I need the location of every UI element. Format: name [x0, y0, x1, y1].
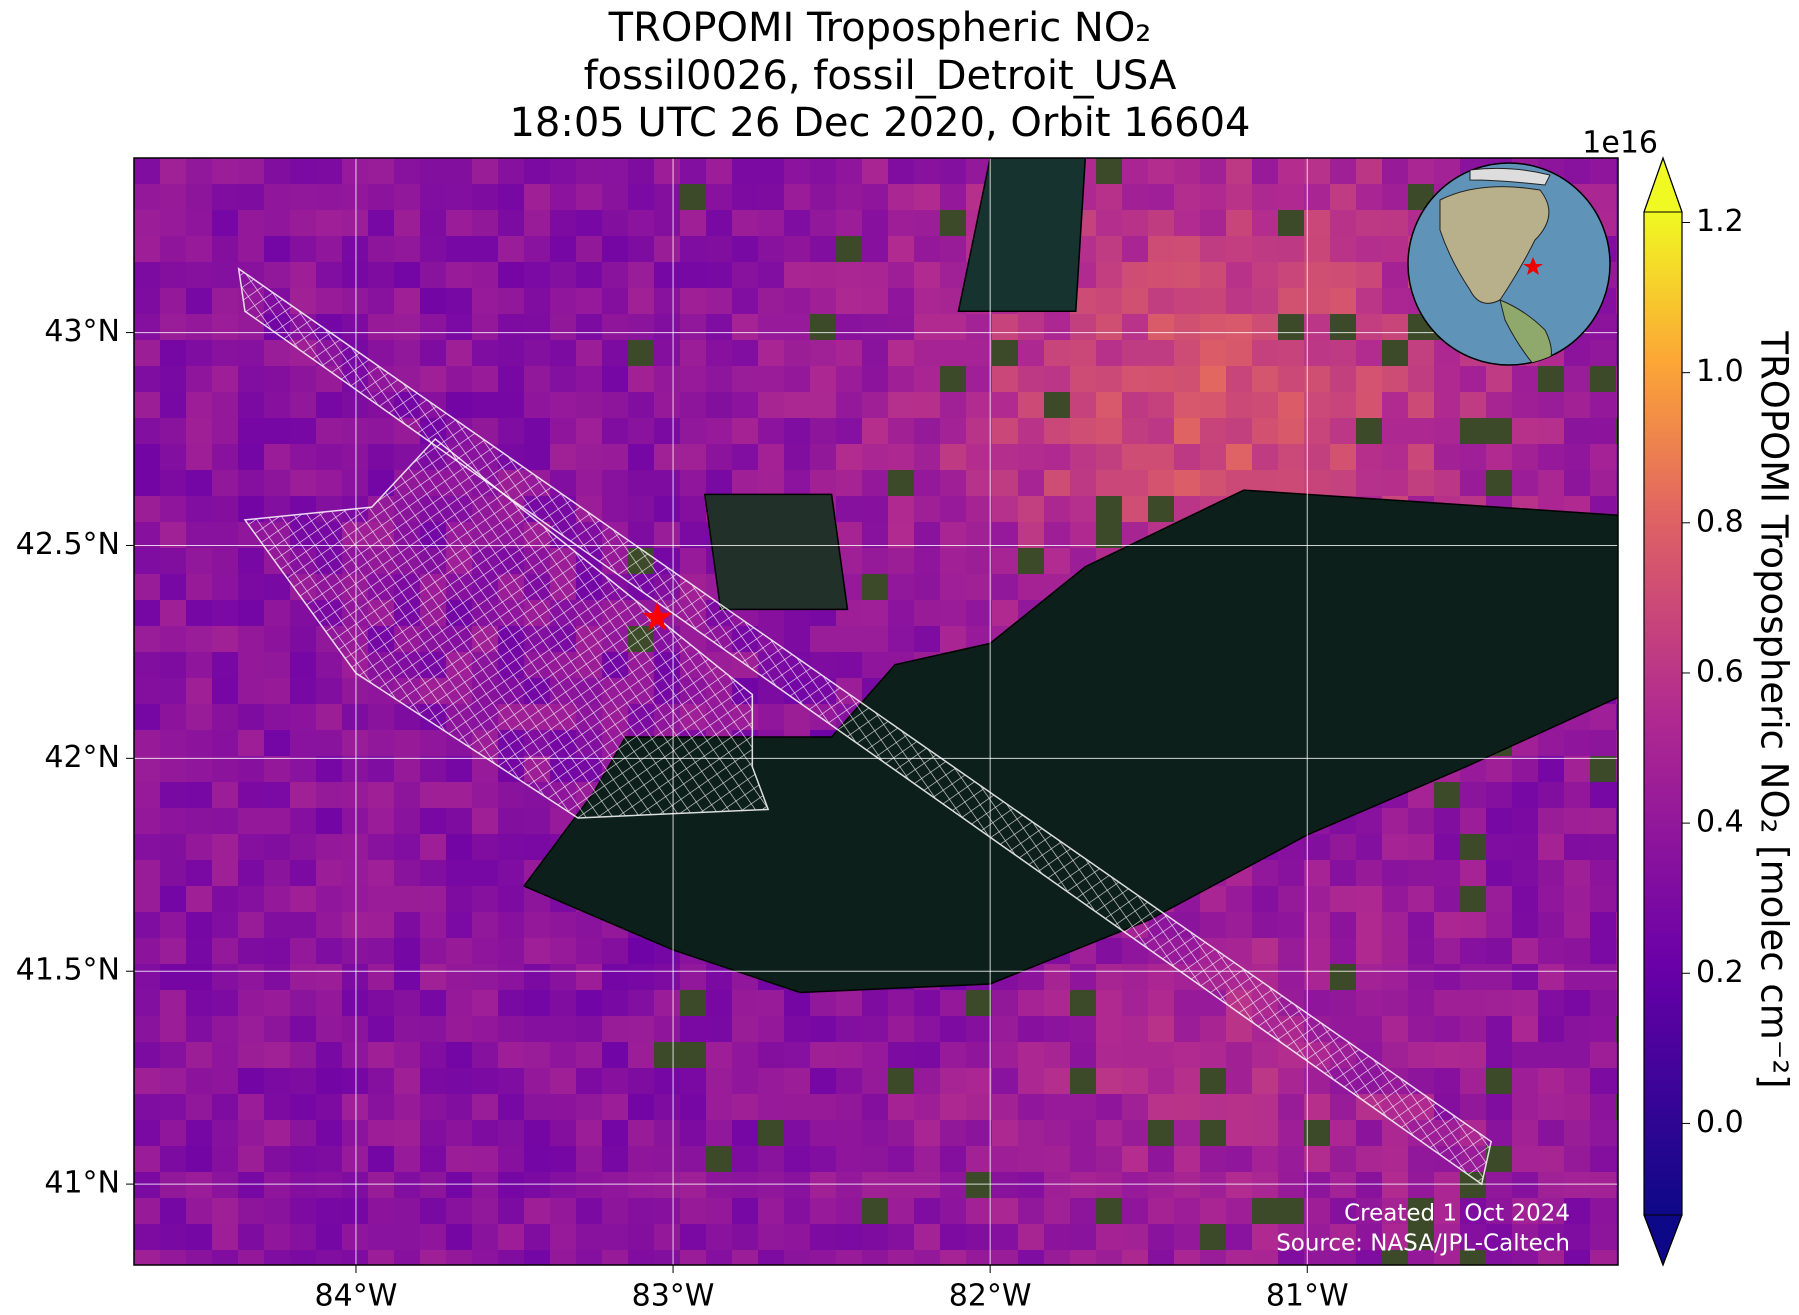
title-line: 18:05 UTC 26 Dec 2020, Orbit 16604 [509, 100, 1250, 146]
y-tick-label: 43°N [44, 314, 120, 349]
swath [243, 437, 770, 819]
credit-line: Created 1 Oct 2024 [1344, 1201, 1570, 1227]
y-tick-label: 41°N [44, 1166, 120, 1201]
colorbar-tick-label: 1.2 [1696, 204, 1744, 239]
title-line: fossil0026, fossil_Detroit_USA [584, 53, 1177, 99]
map-area [134, 158, 1618, 1265]
target-star [642, 601, 673, 631]
y-tick-label: 41.5°N [16, 953, 120, 988]
credit-line: Source: NASA/JPL-Caltech [1276, 1231, 1570, 1257]
x-tick-label: 81°W [1266, 1279, 1349, 1314]
y-tick-label: 42°N [44, 740, 120, 775]
title-line: TROPOMI Tropospheric NO₂ [608, 5, 1152, 51]
colorbar-label: TROPOMI Tropospheric NO₂ [molec cm⁻²] [1753, 330, 1796, 1088]
map-frame [133, 157, 1619, 1266]
colorbar-tick-label: 0.4 [1696, 805, 1744, 840]
x-tick-label: 82°W [949, 1279, 1032, 1314]
colorbar-tick-label: 1.0 [1696, 354, 1744, 389]
y-tick-label: 42.5°N [16, 527, 120, 562]
x-tick-label: 84°W [315, 1279, 398, 1314]
globe-inset [1407, 162, 1611, 366]
colorbar: 0.0 0.2 0.4 0.6 0.8 1.0 1.2 [1643, 156, 1744, 1267]
lake [703, 493, 849, 611]
colorbar-tick-label: 0.0 [1696, 1105, 1744, 1140]
colorbar-body [1644, 212, 1682, 1215]
colorbar-tick-label: 0.2 [1696, 955, 1744, 990]
colorbar-tick-label: 0.8 [1696, 504, 1744, 539]
x-tick-label: 83°W [632, 1279, 715, 1314]
colorbar-tick-label: 0.6 [1696, 654, 1744, 689]
colorbar-exponent: 1e16 [1582, 126, 1658, 161]
colorbar-extend [1643, 156, 1683, 213]
colorbar-extend [1643, 1214, 1683, 1267]
